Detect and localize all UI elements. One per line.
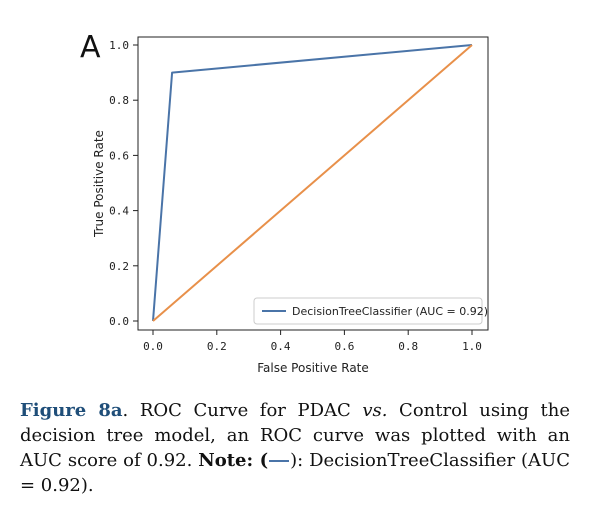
- legend-box: [253, 297, 483, 325]
- panel-letter: A: [80, 30, 101, 65]
- axes-layer: 0.0 0.2 0.4 0.6 0.8 1.0 0.0 0.2 0.4 0.6 0.8 1.0 Fals…: [92, 36, 489, 375]
- y-tick-label: 0.2: [109, 260, 129, 273]
- roc-figure-panel: A 0.0 0.2 0.4 0.6 0.8 1.0 0.0 0.2 0.4 0.6 0.8 1.0 Fa…: [80, 30, 489, 375]
- x-tick-label: 0.6: [334, 340, 354, 353]
- caption-text-part2: Control using the decision tree model, a…: [20, 400, 571, 471]
- x-axis-title: False Positive Rate: [257, 361, 369, 375]
- caption-note-label: Note:: [198, 450, 254, 471]
- chance-diagonal-line: [152, 44, 473, 322]
- y-tick-label: 1.0: [109, 39, 129, 52]
- roc-chart: 0.0 0.2 0.4 0.6 0.8 1.0 0.0 0.2 0.4 0.6 0.8 1.0 Fals…: [92, 36, 489, 375]
- x-tick-label: 0.8: [398, 340, 418, 353]
- x-tick-label: 0.0: [143, 340, 163, 353]
- roc-curve-line: [152, 44, 473, 322]
- y-tick-label: 0.0: [109, 315, 129, 328]
- caption-legend-swatch-icon: [269, 454, 290, 467]
- x-tick-label: 0.4: [271, 340, 291, 353]
- caption-figure-label: Figure 8a: [20, 400, 123, 421]
- legend-label: DecisionTreeClassifier (AUC = 0.92): [292, 305, 488, 318]
- caption-vs: vs.: [362, 400, 388, 421]
- caption-note-close: ): DecisionTreeClassifier (AUC = 0.92).: [20, 450, 570, 496]
- x-tick-label: 0.2: [207, 340, 227, 353]
- y-tick-label: 0.6: [109, 149, 129, 162]
- plot-frame: [137, 36, 489, 331]
- caption-note-open: (: [253, 450, 269, 471]
- legend: DecisionTreeClassifier (AUC = 0.92): [253, 297, 488, 325]
- figure-caption: Figure 8a. ROC Curve for PDAC vs. Contro…: [20, 398, 570, 498]
- y-axis-title: True Positive Rate: [92, 130, 106, 238]
- series-layer: [152, 44, 473, 322]
- x-tick-label: 1.0: [462, 340, 482, 353]
- y-tick-label: 0.8: [109, 94, 129, 107]
- y-tick-label: 0.4: [109, 205, 129, 218]
- caption-text-part1: . ROC Curve for PDAC: [122, 400, 363, 421]
